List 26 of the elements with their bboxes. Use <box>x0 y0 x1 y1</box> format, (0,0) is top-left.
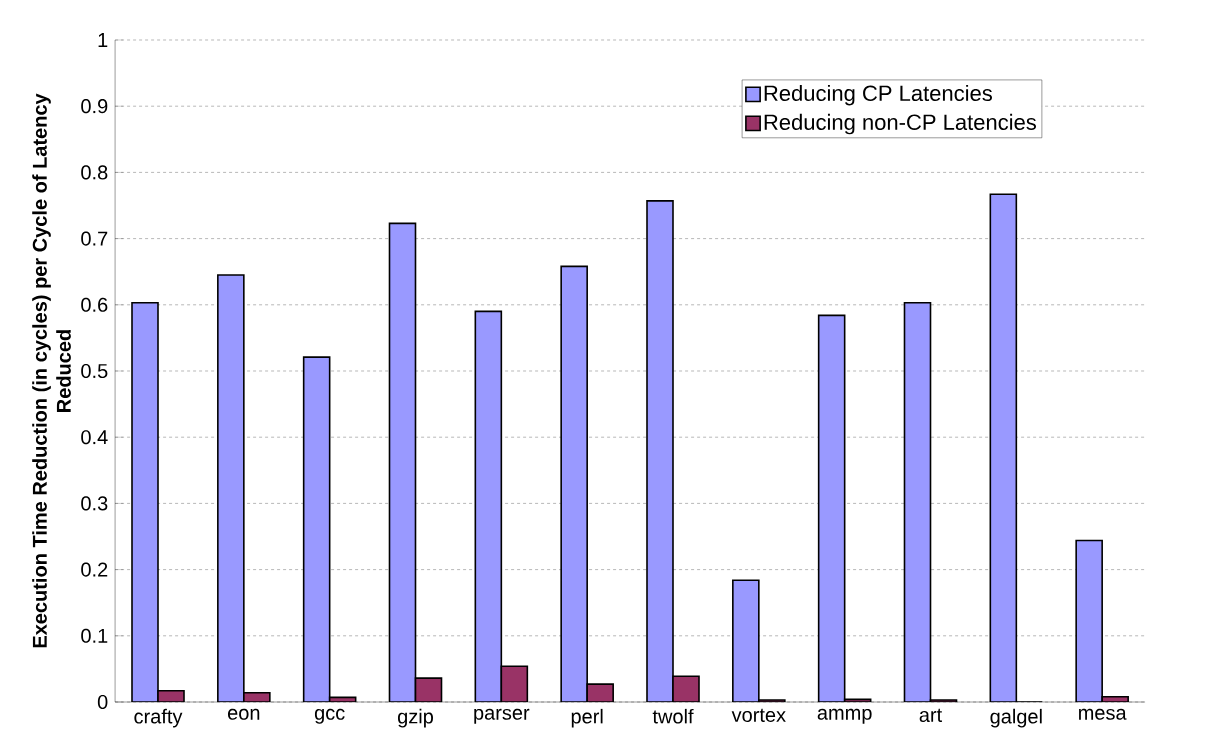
legend-label: Reducing CP Latencies <box>764 84 992 106</box>
legend-label: Reducing non-CP Latencies <box>764 113 1037 135</box>
y-axis-title: Execution Time Reduction (in cycles) per Cycle of Latency Reduced <box>32 93 71 648</box>
x-tick-label: vortex <box>731 708 786 722</box>
y-tick-label: 0.7 <box>81 231 108 246</box>
x-tick-label: gzip <box>398 708 433 728</box>
x-tick-label: mesa <box>1079 708 1127 720</box>
x-tick-label: art <box>919 708 943 722</box>
x-tick-label: ammp <box>817 708 872 724</box>
y-tick-label: 0.1 <box>81 628 108 643</box>
y-tick-label: 0.5 <box>81 363 108 379</box>
x-tick-label: twolf <box>652 708 694 724</box>
y-tick-label: 0.4 <box>81 430 108 445</box>
x-tick-label: galgel <box>990 708 1042 728</box>
x-tick-label: perl <box>571 708 603 728</box>
x-tick-label: crafty <box>134 708 183 728</box>
x-tick-label: gcc <box>314 708 345 724</box>
y-tick-label: 0 <box>97 694 108 710</box>
y-tick-label: 0.3 <box>81 496 108 511</box>
x-tick-label: parser <box>474 708 530 724</box>
y-tick-label: 0.2 <box>81 562 108 577</box>
y-tick-label: 1 <box>98 33 108 47</box>
y-tick-label: 0.6 <box>81 297 108 312</box>
y-tick-label: 0.8 <box>81 165 108 180</box>
y-tick-label: 0.9 <box>81 99 108 114</box>
x-tick-label: eon <box>228 708 260 720</box>
